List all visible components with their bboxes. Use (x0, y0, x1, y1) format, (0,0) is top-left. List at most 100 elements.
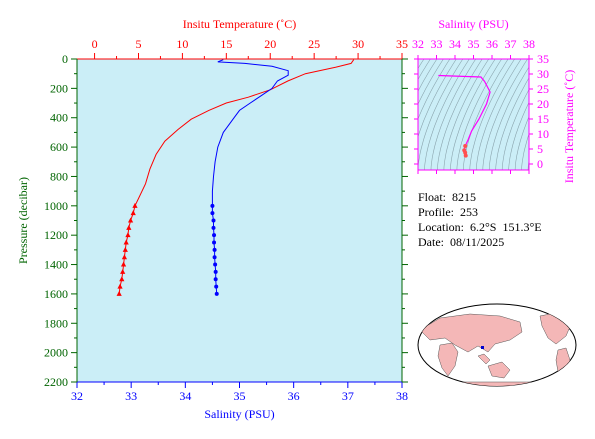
density-contour (418, 59, 431, 81)
ts-salinity-axis-title: Salinity (PSU) (438, 17, 508, 31)
salinity-tick-label: 35 (234, 389, 246, 403)
ts-salinity-tick-label: 34 (449, 37, 461, 51)
density-contour (501, 88, 529, 170)
pressure-tick-label: 1200 (44, 228, 68, 242)
pressure-tick-label: 200 (50, 81, 68, 95)
temperature-marker (117, 283, 123, 289)
date-info: Date: 08/11/2025 (418, 235, 505, 249)
temperature-tick-label: 30 (352, 37, 364, 51)
density-contours (418, 59, 529, 170)
temperature-tick-label: 25 (308, 37, 320, 51)
salinity-marker (212, 247, 217, 252)
temperature-line (118, 59, 355, 294)
float-location-marker (481, 346, 484, 349)
temperature-marker (119, 276, 125, 282)
temperature-marker (116, 290, 122, 296)
pressure-axis-title: Pressure (decibar) (16, 177, 30, 264)
salinity-marker (213, 277, 218, 282)
salinity-marker (211, 225, 216, 230)
density-contour (418, 59, 438, 92)
temperature-marker (132, 202, 138, 208)
ts-deep-marker (463, 150, 468, 155)
temperature-marker (125, 232, 131, 238)
float-info: Float: 8215 (418, 190, 477, 204)
plot-area (77, 59, 402, 382)
ts-salinity-tick-label: 36 (486, 37, 498, 51)
density-contour (424, 59, 470, 170)
salinity-tick-label: 38 (396, 389, 408, 403)
temperature-tick-label: 15 (220, 37, 232, 51)
temperature-tick-label: 10 (176, 37, 188, 51)
density-contour (521, 133, 529, 170)
density-contour (418, 59, 464, 170)
density-contour (456, 59, 503, 170)
density-contour (495, 77, 529, 170)
pressure-tick-label: 600 (50, 140, 68, 154)
salinity-marker (212, 240, 217, 245)
ts-salinity-tick-label: 32 (412, 37, 424, 51)
density-contour (469, 59, 515, 170)
density-contour (508, 101, 529, 170)
ts-salinity-tick-label: 38 (523, 37, 535, 51)
maritime-continent-shape (477, 353, 491, 365)
density-contour (418, 59, 457, 138)
temperature-marker (121, 254, 128, 260)
africa-shape (437, 342, 459, 377)
salinity-axis-title: Salinity (PSU) (204, 407, 274, 421)
salinity-marker (210, 203, 215, 208)
eurasia-shape (419, 313, 523, 353)
ts-temperature-tick-label: 25 (537, 82, 549, 96)
ts-temperature-tick-label: 35 (537, 52, 549, 66)
temperature-marker (122, 246, 128, 252)
ts-salinity-tick-label: 35 (468, 37, 480, 51)
density-contour (514, 115, 529, 170)
temperature-marker (127, 217, 134, 223)
temperature-marker (130, 210, 136, 216)
salinity-tick-label: 36 (288, 389, 300, 403)
density-contour (443, 59, 490, 170)
density-contour (430, 59, 477, 170)
density-contour (476, 59, 522, 170)
temperature-marker (120, 268, 126, 274)
ts-salinity-tick-label: 33 (431, 37, 443, 51)
temperature-marker (123, 239, 129, 245)
temperature-tick-label: 5 (135, 37, 141, 51)
australia-shape (487, 361, 511, 379)
temperature-tick-label: 20 (264, 37, 276, 51)
salinity-tick-label: 37 (342, 389, 354, 403)
salinity-tick-label: 34 (179, 389, 191, 403)
ts-salinity-tick-label: 37 (505, 37, 517, 51)
profile-info: Profile: 253 (418, 205, 478, 219)
pressure-tick-label: 1000 (44, 199, 68, 213)
ts-temperature-tick-label: 15 (537, 112, 549, 126)
ts-temperature-axis-title: Insitu Temperature (˚C) (562, 70, 576, 184)
density-contour (488, 66, 529, 170)
salinity-marker (214, 291, 219, 296)
salinity-marker (214, 284, 219, 289)
pressure-tick-label: 1600 (44, 287, 68, 301)
salinity-tick-label: 33 (125, 389, 137, 403)
pressure-tick-label: 1400 (44, 258, 68, 272)
pressure-tick-label: 400 (50, 111, 68, 125)
temperature-tick-label: 0 (92, 37, 98, 51)
salinity-marker (212, 233, 217, 238)
salinity-tick-label: 32 (71, 389, 83, 403)
ts-deep-marker (463, 144, 468, 148)
pressure-tick-label: 800 (50, 169, 68, 183)
pressure-tick-label: 2200 (44, 375, 68, 389)
pressure-tick-label: 2000 (44, 346, 68, 360)
ts-diagram: 32 33 34 35 36 37 38 Salinity (PSU) 051015202530… (412, 17, 576, 184)
ts-temperature-tick-label: 30 (537, 67, 549, 81)
salinity-marker (210, 211, 215, 216)
pressure-tick-label: 0 (62, 52, 68, 66)
ts-deep-marker (463, 153, 468, 158)
salinity-marker (212, 255, 217, 260)
temperature-marker (120, 261, 127, 267)
pressure-tick-label: 1800 (44, 316, 68, 330)
profile-chart: 0 5 10 15 20 25 30 35 Insitu Temperature (˚C) 32 3… (16, 17, 408, 421)
ts-temperature-tick-label: 5 (537, 142, 543, 156)
density-contour (418, 59, 444, 105)
ts-temperature-tick-label: 0 (537, 157, 543, 171)
location-info: Location: 6.2°S 151.3°E (418, 220, 542, 234)
